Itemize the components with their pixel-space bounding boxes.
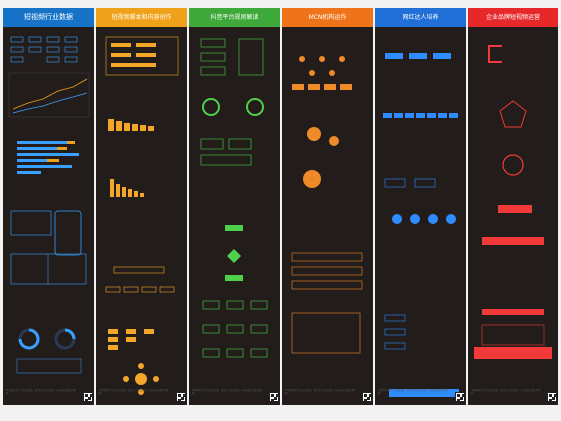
mcn-operations-graphics [291, 56, 363, 354]
influencer-training-graphics [383, 53, 459, 397]
qr-code-icon [455, 392, 465, 402]
footer-note: 本资料仅供学习交流使用，请勿用于商业用途。如有侵权请联系删除。 [471, 389, 541, 396]
footer-note: 本资料仅供学习交流使用，请勿用于商业用途。如有侵权请联系删除。 [378, 389, 448, 396]
script-content-graphics [105, 36, 179, 395]
column-mcn-operations: MCN机构运作 [282, 8, 373, 405]
footer-note: 本资料仅供学习交流使用，请勿用于商业用途。如有侵权请联系删除。 [6, 389, 76, 396]
column-title: 短视频脚本和内容创作 [96, 8, 187, 27]
qr-code-icon [547, 392, 557, 402]
column-content [375, 29, 466, 405]
footer-note: 本资料仅供学习交流使用，请勿用于商业用途。如有侵权请联系删除。 [192, 389, 262, 396]
column-title: 网红达人培养 [375, 8, 466, 27]
platform-rules-graphics [200, 38, 268, 358]
column-content [282, 29, 373, 405]
column-content [468, 29, 558, 405]
footer-note: 本资料仅供学习交流使用，请勿用于商业用途。如有侵权请联系删除。 [99, 389, 169, 396]
qr-code-icon [176, 392, 186, 402]
qr-code-icon [269, 392, 279, 402]
column-title: MCN机构运作 [282, 8, 373, 27]
column-title: 短视频行业数据 [3, 8, 94, 27]
column-platform-rules: 抖音平台规则解读 [189, 8, 280, 405]
qr-code-icon [83, 392, 93, 402]
brand-operations-graphics [474, 45, 552, 359]
column-script-content: 短视频脚本和内容创作 [96, 8, 187, 405]
column-content [189, 29, 280, 405]
footer-note: 本资料仅供学习交流使用，请勿用于商业用途。如有侵权请联系删除。 [285, 389, 355, 396]
column-content [3, 29, 94, 405]
column-industry-data: 短视频行业数据 [3, 8, 94, 405]
column-brand-operations: 企业品牌短视频运营 [468, 8, 558, 405]
column-title: 抖音平台规则解读 [189, 8, 280, 27]
qr-code-icon [362, 392, 372, 402]
column-title: 企业品牌短视频运营 [468, 8, 558, 27]
column-content [96, 29, 187, 405]
industry-data-graphics [8, 36, 90, 374]
column-influencer-training: 网红达人培养 [375, 8, 466, 405]
